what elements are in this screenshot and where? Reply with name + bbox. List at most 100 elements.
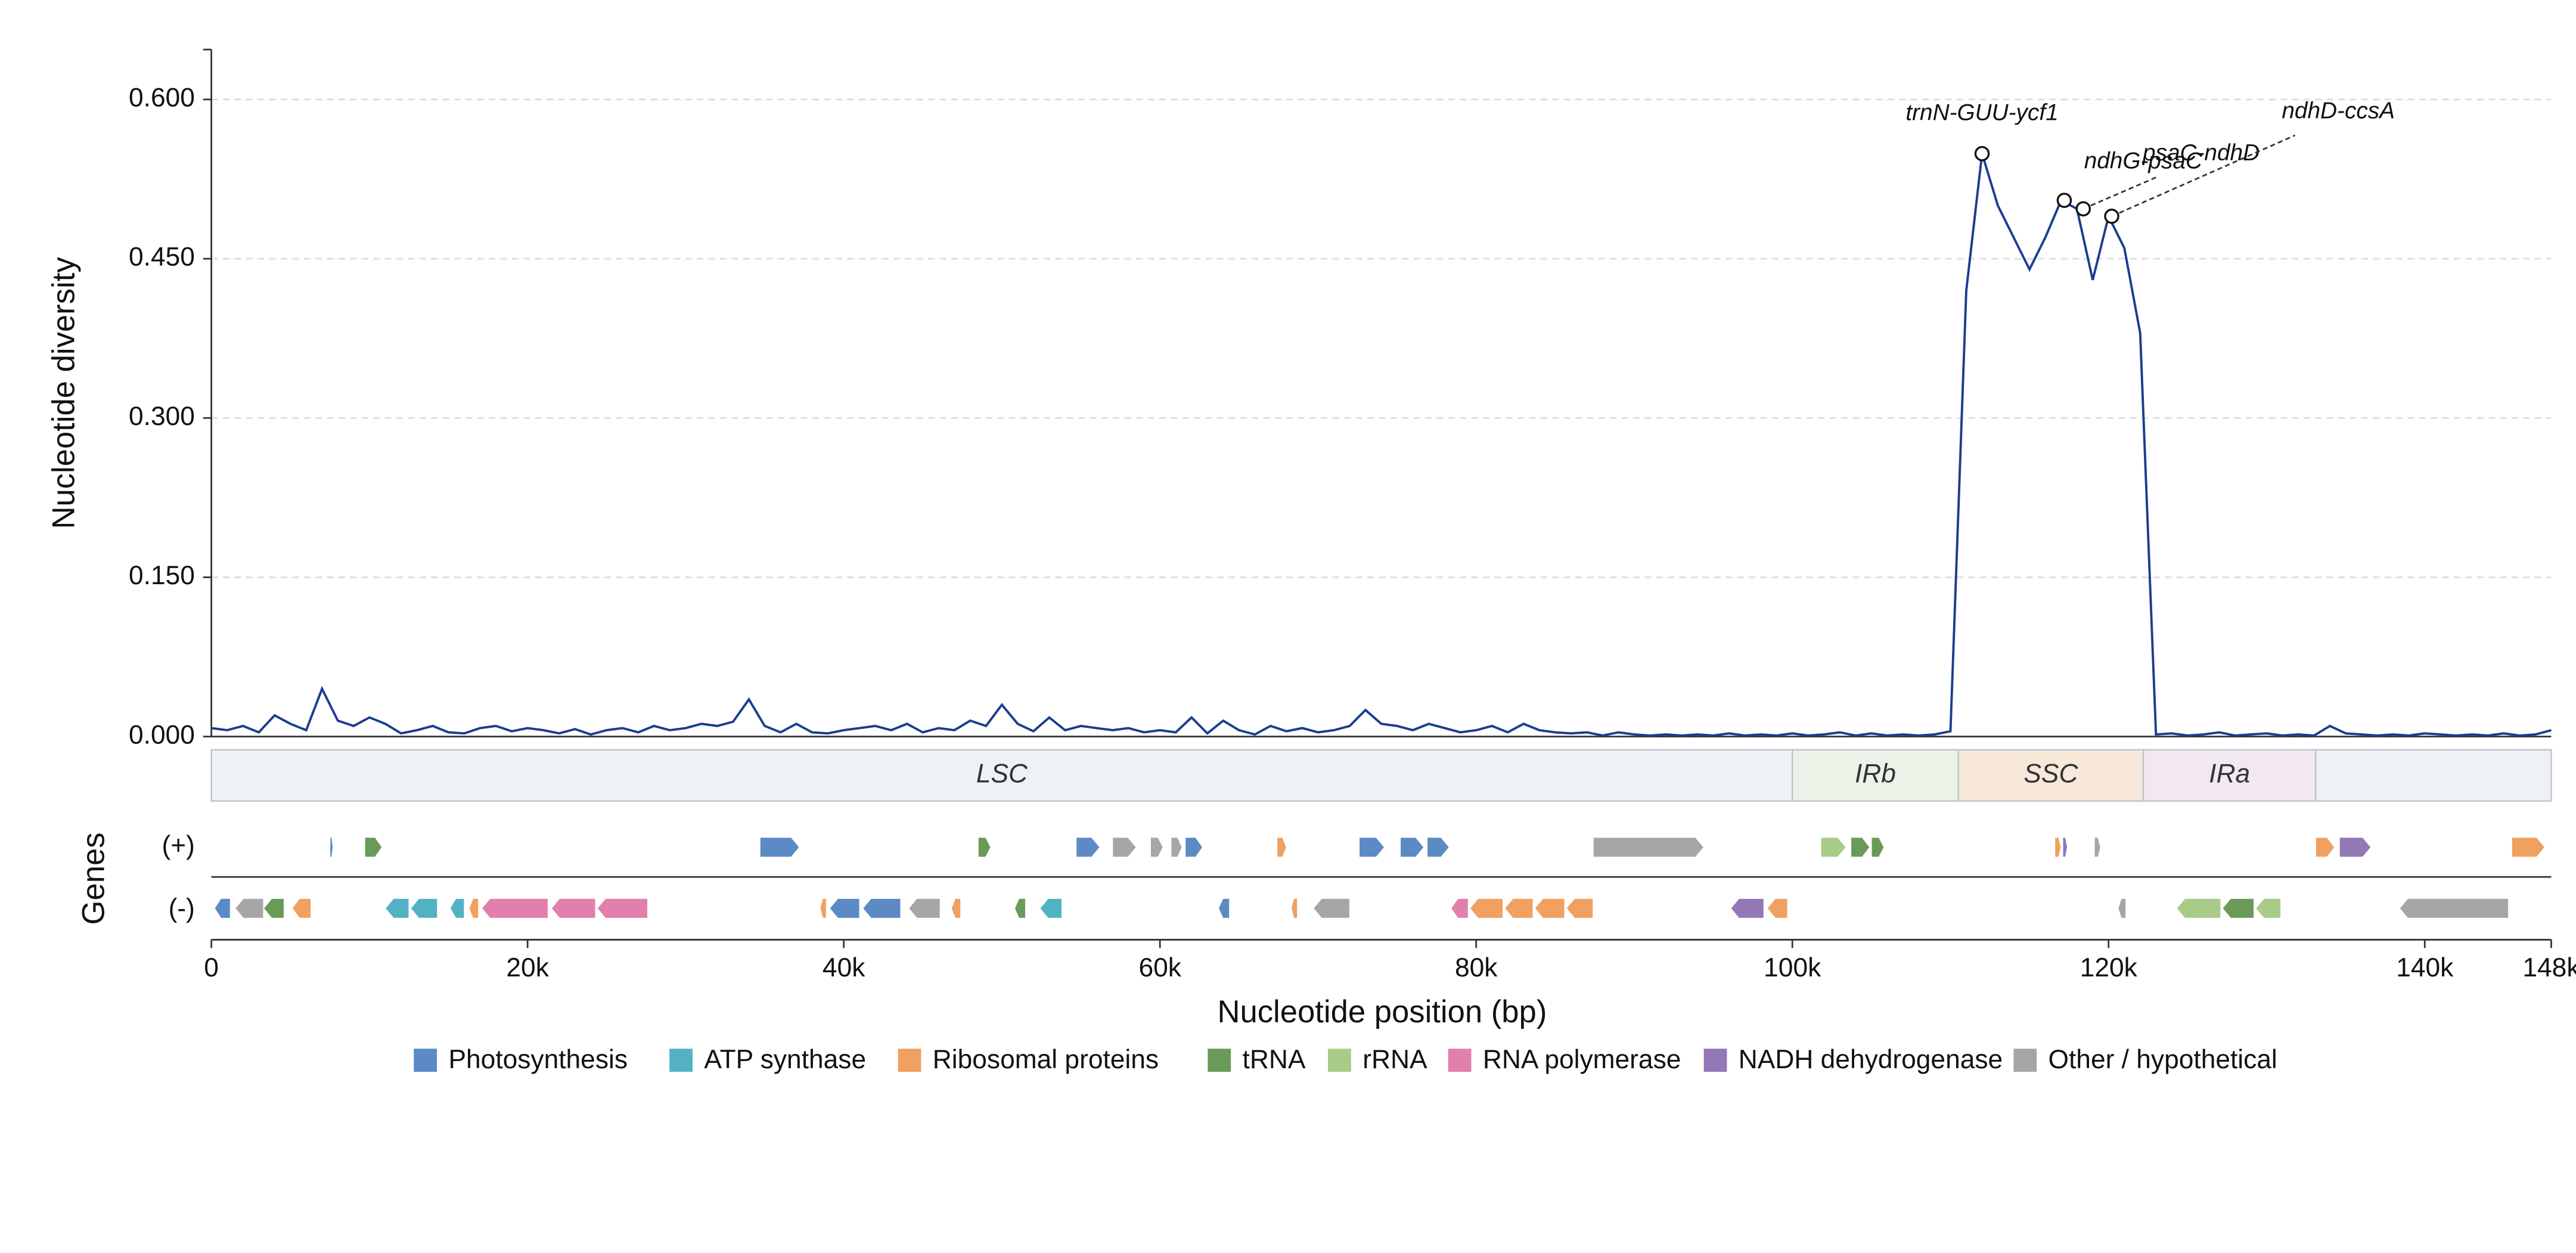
gene <box>2094 836 2102 858</box>
gene <box>1534 898 1565 919</box>
gene <box>2339 836 2372 858</box>
legend-label: tRNA <box>1243 1045 1306 1074</box>
y-tick-label: 0.150 <box>129 561 195 590</box>
gene <box>2117 898 2127 919</box>
x-tick-label: 100k <box>1764 953 1821 982</box>
gene <box>1218 898 1230 919</box>
peak-marker <box>1974 145 1990 162</box>
gene <box>1112 836 1137 858</box>
gene <box>1469 898 1504 919</box>
gene <box>1290 898 1298 919</box>
gene <box>951 898 961 919</box>
gene <box>1358 836 1385 858</box>
peak-label: psaC-ndhD <box>2142 140 2260 166</box>
peak-marker <box>2056 193 2072 208</box>
gene <box>1014 898 1026 919</box>
peak-label: ndhD-ccsA <box>2282 98 2395 124</box>
gene <box>364 836 383 858</box>
gene <box>551 898 596 919</box>
gene <box>449 898 465 919</box>
gene <box>1312 898 1351 919</box>
gene <box>977 836 992 858</box>
gene <box>214 898 231 919</box>
x-tick-label: 0 <box>204 953 219 982</box>
region <box>2315 749 2552 802</box>
gene <box>2511 836 2546 858</box>
gene <box>2221 898 2255 919</box>
legend-swatch <box>2013 1049 2037 1072</box>
gene <box>2062 836 2068 858</box>
x-tick-label: 148k <box>2522 953 2576 982</box>
x-tick-label: 40k <box>823 953 865 982</box>
gene <box>2255 898 2282 919</box>
gene <box>1565 898 1594 919</box>
y-axis-title: Nucleotide diversity <box>46 257 82 529</box>
gene <box>1184 836 1203 858</box>
region <box>1792 749 1959 802</box>
gene <box>1504 898 1534 919</box>
gene <box>1150 836 1164 858</box>
gene <box>908 898 941 919</box>
gene <box>820 898 827 919</box>
gene <box>862 898 901 919</box>
y-tick-label: 0.600 <box>129 83 195 113</box>
gene <box>409 898 438 919</box>
legend-swatch <box>1208 1049 1231 1072</box>
gene <box>1276 836 1287 858</box>
gene-track-title: Genes <box>76 832 111 925</box>
peak-label: trnN-GUU-ycf1 <box>1905 100 2058 125</box>
gene <box>1039 898 1063 919</box>
gene <box>481 898 549 919</box>
x-tick-label: 80k <box>1455 953 1498 982</box>
strand-label: (+) <box>162 831 195 860</box>
peak-marker <box>2104 209 2119 224</box>
gene <box>1171 836 1183 858</box>
x-tick-label: 20k <box>506 953 549 982</box>
region-label: LSC <box>976 759 1028 788</box>
legend-swatch <box>414 1049 437 1072</box>
gene <box>759 836 800 858</box>
gene <box>234 898 264 919</box>
region-label: IRb <box>1855 759 1896 788</box>
legend-label: Photosynthesis <box>448 1045 628 1074</box>
gene <box>596 898 648 919</box>
gene <box>1730 898 1765 919</box>
gene <box>2315 836 2335 858</box>
region <box>1957 749 2144 802</box>
peak-label: ndhG-psaC <box>2084 148 2203 174</box>
leader-line <box>2082 176 2156 210</box>
legend-swatch <box>1448 1049 1472 1072</box>
region-label: SSC <box>2023 759 2078 788</box>
gene <box>263 898 285 919</box>
x-tick-label: 140k <box>2396 953 2454 982</box>
legend-label: Other / hypothetical <box>2049 1045 2277 1074</box>
y-tick-label: 0.000 <box>129 720 195 749</box>
x-axis-title: Nucleotide position (bp) <box>1217 994 1547 1029</box>
y-tick-label: 0.300 <box>129 402 195 431</box>
legend-label: ATP synthase <box>704 1045 866 1074</box>
gene <box>468 898 479 919</box>
gene <box>1075 836 1101 858</box>
peak-marker <box>2075 201 2091 217</box>
legend-swatch <box>898 1049 921 1072</box>
legend-label: Ribosomal proteins <box>933 1045 1159 1074</box>
gene <box>1399 836 1425 858</box>
gene <box>2175 898 2221 919</box>
gene <box>1820 836 1847 858</box>
legend-swatch <box>1703 1049 1727 1072</box>
strand-label: (-) <box>169 894 195 923</box>
gene <box>828 898 860 919</box>
gene <box>384 898 409 919</box>
gene <box>1871 836 1885 858</box>
gene <box>1426 836 1450 858</box>
legend-label: rRNA <box>1363 1045 1427 1074</box>
region <box>2142 749 2317 802</box>
gene <box>291 898 312 919</box>
region <box>210 749 1793 802</box>
region-label: IRa <box>2209 759 2250 788</box>
legend-label: NADH dehydrogenase <box>1739 1045 2003 1074</box>
leader-line <box>2111 134 2296 218</box>
legend-swatch <box>669 1049 693 1072</box>
legend-swatch <box>1328 1049 1351 1072</box>
